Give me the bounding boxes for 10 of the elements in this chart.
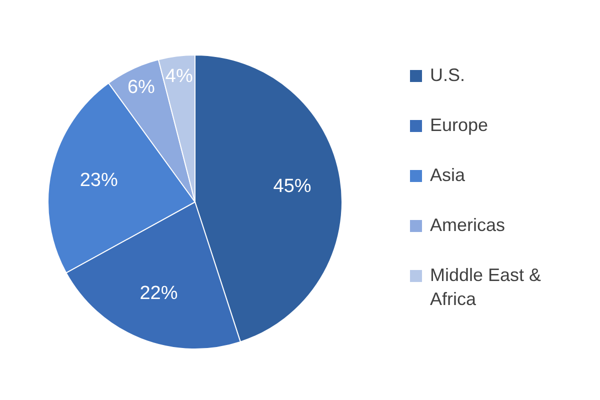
legend-label: Middle East & Africa bbox=[430, 264, 542, 311]
legend-label: Europe bbox=[430, 114, 488, 137]
data-label: 4% bbox=[165, 66, 193, 88]
data-label: 23% bbox=[80, 170, 118, 192]
legend-label: U.S. bbox=[430, 64, 466, 87]
data-label: 45% bbox=[273, 176, 312, 198]
legend-label: Asia bbox=[430, 164, 466, 187]
legend-label: Americas bbox=[430, 214, 506, 237]
data-label: 22% bbox=[140, 283, 178, 304]
data-label: 6% bbox=[127, 77, 156, 98]
